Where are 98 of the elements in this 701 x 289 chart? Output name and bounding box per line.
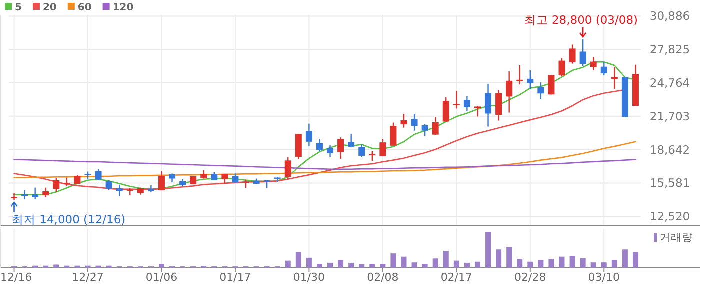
bar (496, 250, 502, 268)
bar (601, 262, 607, 268)
candlestick (53, 178, 60, 193)
bar (632, 252, 638, 268)
candlestick (284, 156, 292, 180)
bar (359, 264, 365, 268)
legend-label: 5 (15, 2, 22, 14)
y-tick-label: 18,642 (650, 142, 690, 157)
bar (580, 258, 586, 268)
candlestick (116, 184, 123, 197)
candlestick (222, 173, 228, 184)
bar (454, 260, 460, 268)
candlestick (506, 70, 513, 114)
candlestick (11, 192, 18, 202)
x-tick-label: 03/10 (588, 271, 620, 284)
candlestick (527, 70, 534, 90)
candlestick (580, 38, 586, 67)
candlestick (590, 56, 597, 72)
bar (328, 262, 334, 268)
candlestick (464, 96, 470, 112)
candlestick (95, 168, 102, 182)
annotation: 최고 28,800 (03/08) (524, 13, 638, 27)
candlestick (611, 66, 618, 90)
candlestick (496, 89, 502, 122)
bar (570, 256, 576, 268)
candlestick (158, 170, 165, 192)
bar (285, 260, 291, 268)
bar (306, 258, 312, 268)
legend-label: 120 (112, 2, 134, 14)
y-tick-label: 15,581 (650, 176, 690, 190)
x-tick-label: 02/17 (440, 271, 473, 284)
bar (548, 259, 554, 268)
bar (158, 264, 164, 268)
x-tick-label: 01/30 (293, 271, 326, 284)
bar (316, 264, 322, 268)
candlestick (316, 138, 323, 152)
annotation: 최저 14,000 (12/16) (12, 212, 126, 226)
bar (412, 262, 418, 268)
bar (486, 232, 492, 268)
bar (538, 260, 544, 268)
candlestick (411, 113, 418, 132)
candlestick (400, 113, 408, 128)
candlestick (348, 133, 355, 148)
bar (370, 264, 376, 268)
candlestick (306, 123, 312, 147)
candlestick (600, 62, 608, 76)
bar (401, 256, 407, 268)
bar (517, 259, 523, 268)
y-tick-label: 12,520 (650, 210, 690, 224)
bar (612, 260, 618, 268)
x-tick-label: 01/17 (220, 271, 252, 284)
candlestick (432, 116, 439, 136)
bar (348, 262, 354, 268)
candlestick (390, 122, 397, 147)
bar (338, 260, 344, 268)
candlestick (358, 144, 366, 158)
legend-label: 60 (78, 2, 92, 14)
candlestick (106, 180, 112, 191)
bar (390, 254, 396, 268)
candlestick (558, 58, 566, 78)
y-tick-label: 27,825 (650, 42, 690, 57)
candlestick (474, 105, 481, 118)
y-tick-label: 21,703 (650, 109, 690, 124)
candlestick (232, 173, 239, 184)
bar (506, 247, 512, 268)
bar (590, 262, 596, 268)
candlestick (548, 74, 555, 96)
legend-label: 20 (42, 2, 57, 14)
bar (54, 264, 60, 268)
candlestick (327, 144, 334, 158)
bar (380, 264, 386, 268)
bar (443, 251, 449, 268)
bar (559, 256, 565, 268)
x-tick-label: 12/16 (0, 271, 32, 284)
bar (422, 264, 428, 268)
candlestick (338, 136, 344, 160)
candlestick (42, 187, 50, 198)
candlestick (442, 96, 450, 122)
x-tick-label: 02/28 (514, 271, 546, 284)
bar (432, 258, 438, 268)
bar (296, 252, 302, 268)
candlestick (538, 82, 544, 100)
x-tick-label: 12/27 (72, 271, 104, 284)
candlestick (422, 124, 428, 137)
y-tick-label: 30,886 (650, 9, 690, 24)
candlestick (32, 187, 39, 200)
legend-label: 거래량 (660, 232, 693, 244)
bar (464, 262, 470, 268)
bar (528, 262, 534, 268)
candlestick (569, 44, 576, 64)
x-tick-label: 01/06 (146, 271, 178, 284)
y-tick-label: 24,764 (650, 76, 690, 90)
candlestick (380, 138, 386, 157)
bar (474, 262, 480, 268)
x-tick-label: 02/08 (367, 271, 399, 284)
bar (622, 250, 628, 268)
candlestick (295, 134, 302, 160)
candlestick (485, 83, 492, 128)
